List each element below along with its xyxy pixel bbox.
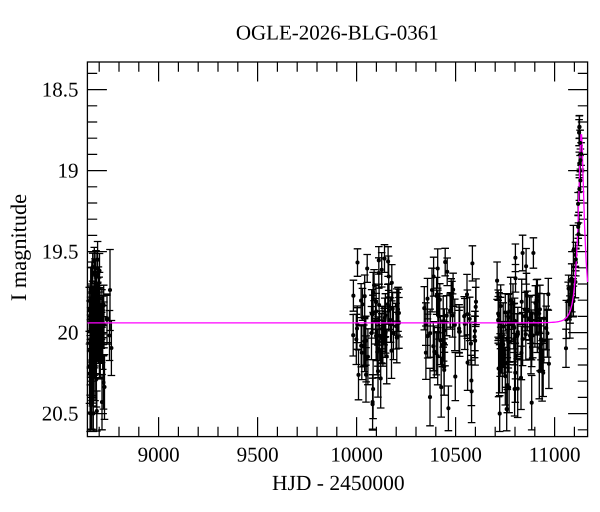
svg-text:19.5: 19.5 <box>42 240 79 264</box>
svg-text:18.5: 18.5 <box>42 78 79 102</box>
svg-text:OGLE-2026-BLG-0361: OGLE-2026-BLG-0361 <box>236 21 439 45</box>
svg-text:10500: 10500 <box>429 443 482 467</box>
svg-text:9500: 9500 <box>237 443 279 467</box>
svg-text:I magnitude: I magnitude <box>6 194 31 301</box>
svg-text:9000: 9000 <box>138 443 180 467</box>
svg-text:20: 20 <box>58 321 79 345</box>
svg-text:19: 19 <box>58 159 79 183</box>
svg-text:20.5: 20.5 <box>42 402 79 426</box>
svg-text:10000: 10000 <box>330 443 383 467</box>
svg-text:11000: 11000 <box>529 443 581 467</box>
svg-text:HJD - 2450000: HJD - 2450000 <box>272 471 405 495</box>
